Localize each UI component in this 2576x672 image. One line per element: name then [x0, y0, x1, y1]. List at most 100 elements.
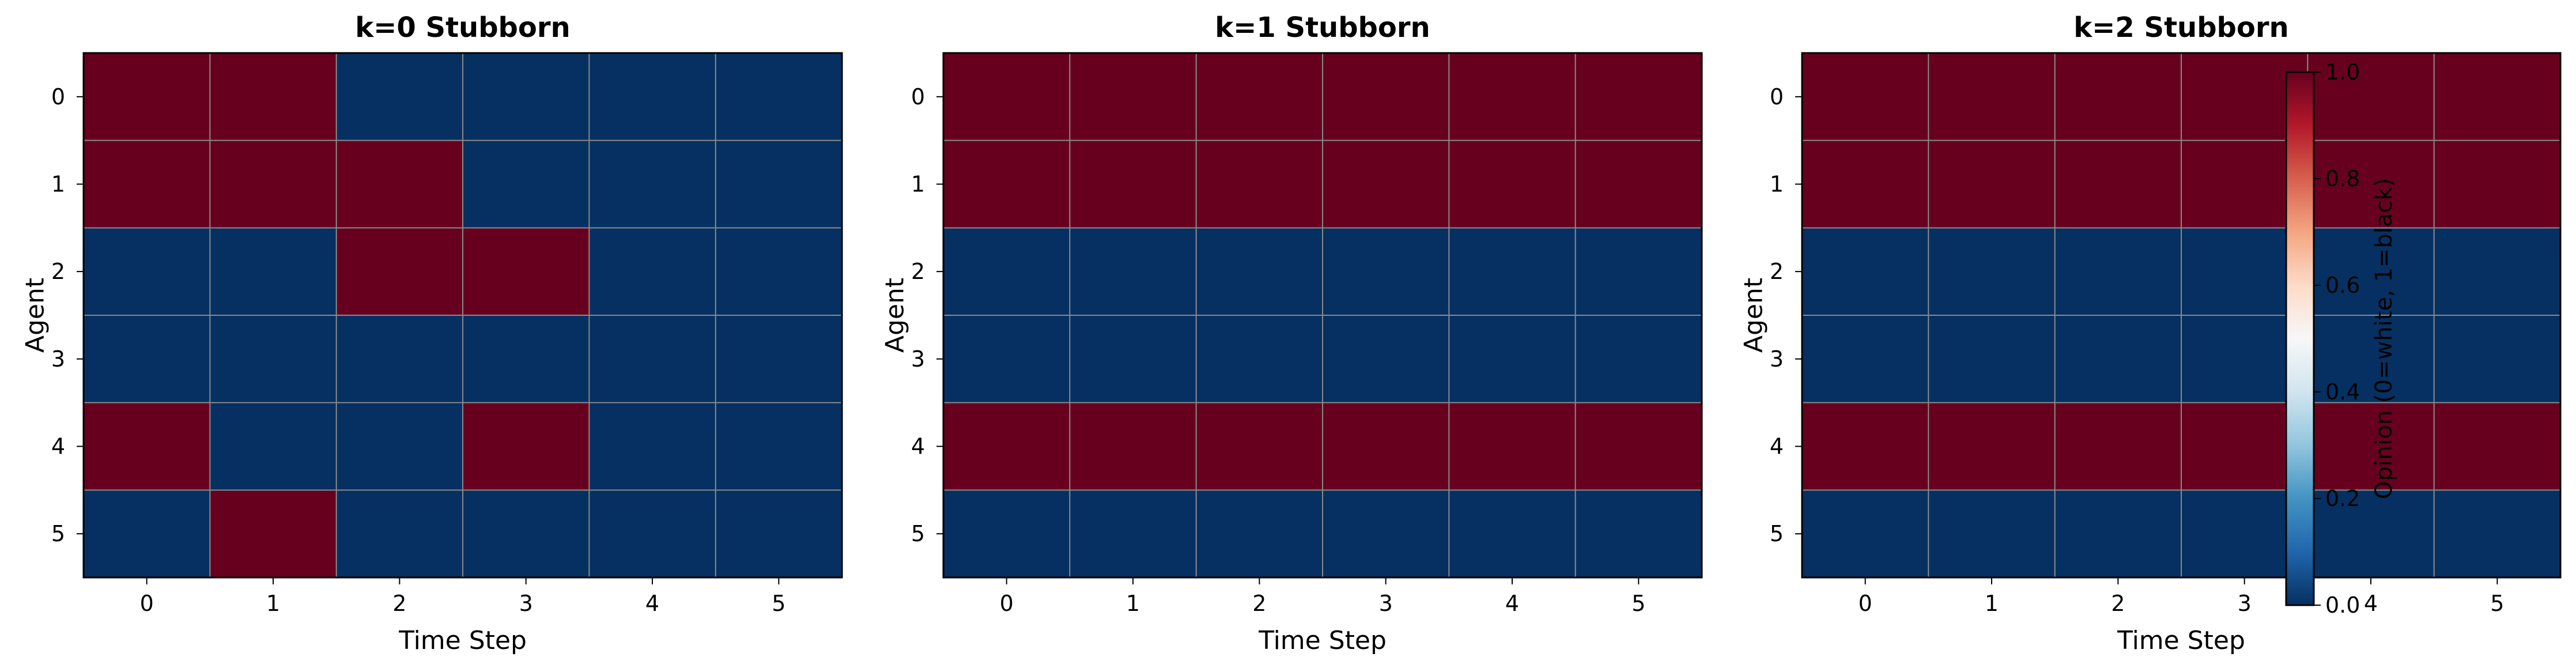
chart-title: k=2 Stubborn: [2073, 12, 2288, 44]
y-axis-label: Agent: [1739, 278, 1768, 353]
heatmap-cell-r5-c4: [2307, 490, 2435, 578]
heatmap-cell-r2-c1: [1070, 228, 1197, 316]
y-tick-label: 0: [1770, 84, 1784, 110]
heatmap-cells: [84, 53, 843, 578]
heatmap-cell-r1-c2: [336, 140, 463, 228]
heatmap-cell-r2-c2: [2054, 228, 2182, 316]
x-tick-label: 4: [645, 591, 659, 616]
heatmap-cell-r1-c5: [2434, 140, 2561, 228]
x-tick-label: 2: [1252, 591, 1266, 616]
heatmap-cell-r5-c0: [84, 490, 210, 578]
x-tick-label: 2: [2111, 591, 2125, 616]
x-tick-label: 5: [772, 591, 785, 616]
heatmap-cell-r0-c5: [2434, 53, 2561, 141]
heatmap-cell-r0-c0: [1802, 53, 1929, 141]
axes-frame: [942, 52, 1703, 579]
heatmap-cell-r0-c1: [1070, 53, 1197, 141]
heatmap-cell-r0-c4: [589, 53, 716, 141]
heatmap-cell-r5-c1: [1928, 490, 2056, 578]
x-tick-label: 4: [2364, 591, 2378, 616]
heatmap-cell-r3-c2: [2054, 315, 2182, 403]
heatmap-cell-r3-c2: [1196, 315, 1323, 403]
heatmap-cell-r4-c0: [1802, 402, 1929, 490]
heatmap-cell-r3-c1: [1928, 315, 2056, 403]
x-tick-label: 4: [1505, 591, 1519, 616]
x-tick-label: 2: [392, 591, 406, 616]
x-ticks: 0 1 2 3 4 5: [1859, 577, 2504, 616]
heatmap-cell-r5-c3: [463, 490, 590, 578]
heatmap-cell-r3-c0: [943, 315, 1070, 403]
heatmap-cell-r1-c3: [1323, 140, 1449, 228]
heatmap-cell-r4-c0: [84, 402, 210, 490]
heatmap-cell-r4-c3: [463, 402, 590, 490]
y-ticks: 0 1 2 3 4 5: [1770, 84, 1802, 546]
y-tick-label: 2: [911, 259, 925, 284]
y-tick-label: 5: [911, 521, 925, 546]
x-tick-label: 0: [140, 591, 154, 616]
heatmap-cell-r5-c1: [1070, 490, 1197, 578]
x-axis-label: Time Step: [1258, 626, 1387, 655]
y-ticks: 0 1 2 3 4 5: [51, 84, 84, 546]
colorbar-tick-label: 0.2: [2325, 486, 2360, 511]
heatmap-cell-r4-c5: [2434, 402, 2561, 490]
grid-lines: [84, 53, 842, 577]
heatmap-cell-r5-c4: [1449, 490, 1576, 578]
heatmap-cell-r4-c5: [1575, 402, 1702, 490]
colorbar-tick-label: 0.8: [2325, 166, 2360, 191]
heatmap-cell-r5-c2: [336, 490, 463, 578]
y-tick-label: 0: [51, 84, 65, 110]
y-tick-label: 2: [51, 259, 65, 284]
heatmap-cell-r5-c5: [715, 490, 843, 578]
y-tick-label: 3: [1770, 346, 1784, 372]
heatmap-cell-r0-c2: [2054, 53, 2182, 141]
heatmap-cell-r3-c1: [210, 315, 337, 403]
y-tick-label: 3: [51, 346, 65, 372]
heatmap-cell-r2-c5: [715, 228, 843, 316]
heatmap-cells: [943, 53, 1702, 578]
y-axis-label: Agent: [20, 278, 50, 353]
heatmap-cell-r4-c3: [1323, 402, 1449, 490]
heatmap-cell-r0-c4: [1449, 53, 1576, 141]
x-ticks: 0 1 2 3 4 5: [1000, 577, 1645, 616]
heatmap-panel-0: 0 1 2 3 4 5 0 1 2 3 4 5 k=0 Stubborn Time Step Age…: [20, 12, 843, 655]
heatmap-cell-r2-c5: [2434, 228, 2561, 316]
y-tick-label: 1: [1770, 172, 1784, 197]
heatmap-cell-r4-c1: [210, 402, 337, 490]
colorbar-gradient: [2285, 71, 2315, 606]
heatmap-cell-r2-c4: [1449, 228, 1576, 316]
heatmap-cell-r0-c3: [463, 53, 590, 141]
heatmap-cell-r2-c0: [1802, 228, 1929, 316]
heatmap-cell-r5-c0: [943, 490, 1070, 578]
x-tick-label: 0: [1859, 591, 1872, 616]
heatmap-cell-r2-c1: [210, 228, 337, 316]
heatmap-cell-r3-c2: [336, 315, 463, 403]
x-ticks: 0 1 2 3 4 5: [140, 577, 785, 616]
heatmap-cell-r1-c3: [463, 140, 590, 228]
y-tick-label: 1: [911, 172, 925, 197]
heatmap-cell-r0-c2: [336, 53, 463, 141]
heatmap-cell-r3-c1: [1070, 315, 1197, 403]
heatmap-cell-r5-c5: [2434, 490, 2561, 578]
x-tick-label: 1: [1985, 591, 1999, 616]
heatmap-cell-r0-c0: [943, 53, 1070, 141]
heatmap-cell-r2-c5: [1575, 228, 1702, 316]
x-tick-label: 0: [1000, 591, 1014, 616]
heatmap-cell-r2-c3: [463, 228, 590, 316]
heatmap-cell-r1-c2: [1196, 140, 1323, 228]
heatmap-cell-r1-c1: [1070, 140, 1197, 228]
heatmap-cell-r3-c5: [2434, 315, 2561, 403]
heatmap-cell-r3-c3: [1323, 315, 1449, 403]
axes-frame: [1801, 52, 2562, 579]
heatmap-panel-1: 0 1 2 3 4 5 0 1 2 3 4 5 k=1 Stubborn Time Step Age…: [880, 12, 1703, 655]
heatmap-cell-r1-c1: [210, 140, 337, 228]
heatmap-cell-r1-c0: [943, 140, 1070, 228]
heatmap-cell-r5-c3: [1323, 490, 1449, 578]
x-tick-label: 1: [266, 591, 280, 616]
heatmap-cell-r1-c4: [1449, 140, 1576, 228]
heatmap-cell-r5-c1: [210, 490, 337, 578]
y-axis-label: Agent: [880, 278, 909, 353]
heatmap-cell-r3-c5: [1575, 315, 1702, 403]
heatmap-cell-r1-c1: [1928, 140, 2056, 228]
x-tick-label: 5: [1631, 591, 1645, 616]
